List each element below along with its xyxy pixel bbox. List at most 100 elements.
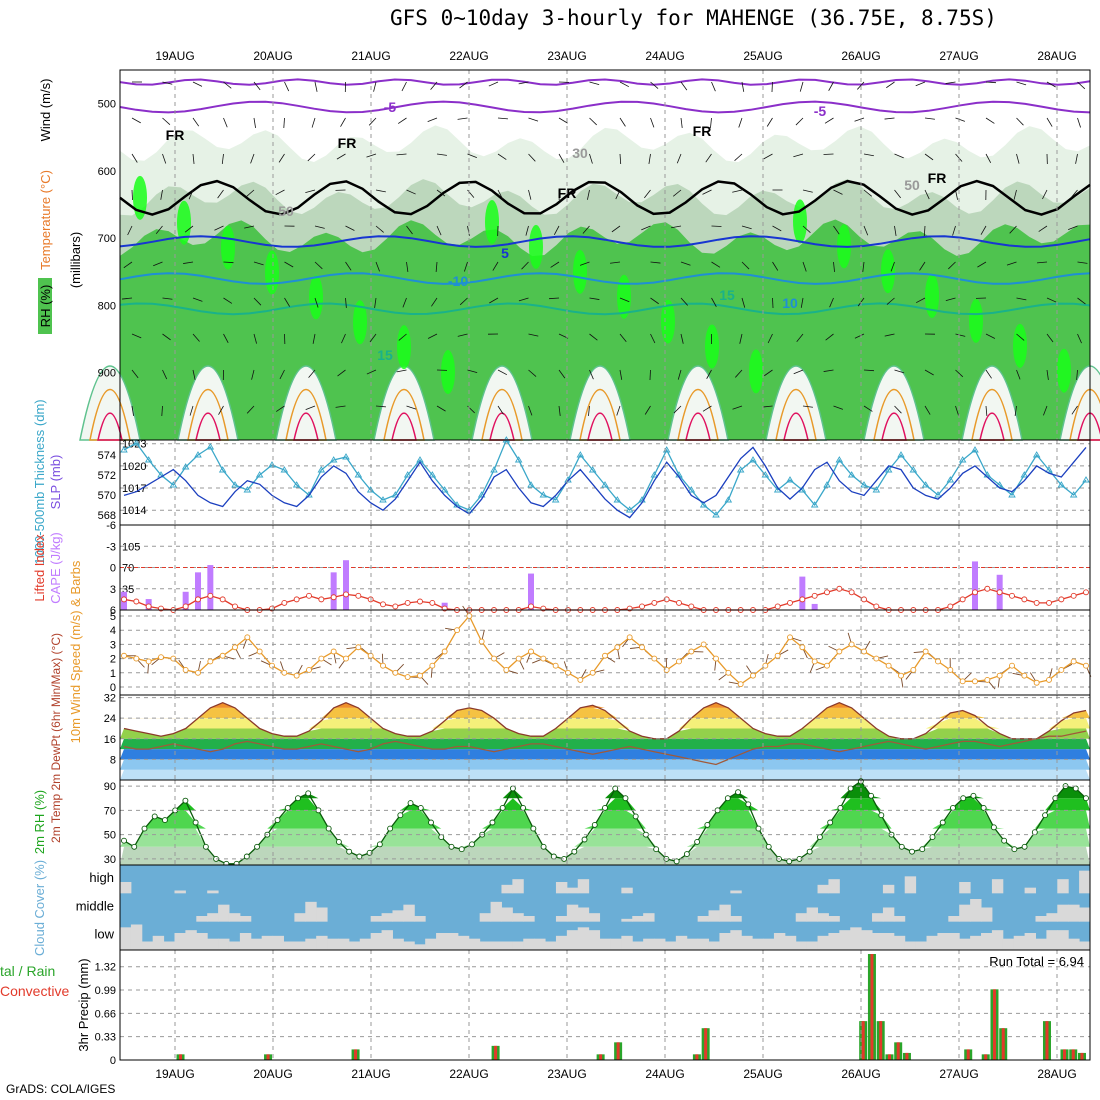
cloud-bar xyxy=(773,933,786,950)
rh2m-point xyxy=(499,804,506,811)
wind-barb xyxy=(767,333,773,344)
cloud-bar xyxy=(730,916,742,922)
cloud-bar xyxy=(381,913,393,922)
precip-conv-bar xyxy=(1062,1049,1066,1060)
cloud-bar xyxy=(174,933,186,950)
precip-conv-bar xyxy=(966,1049,970,1060)
wind-speed-point xyxy=(589,669,596,676)
wind-barb xyxy=(253,117,256,128)
cloud-bar xyxy=(566,930,579,950)
wind-barb xyxy=(251,369,255,380)
wind-speed-point xyxy=(614,644,621,651)
wind-barb xyxy=(305,189,316,193)
cape-bar xyxy=(330,572,337,610)
cloud-bar xyxy=(708,941,720,950)
cloud-bar xyxy=(904,876,917,894)
li-point xyxy=(824,589,830,596)
cloud-bar xyxy=(185,930,197,950)
wind-barb xyxy=(223,261,234,264)
wind-barb xyxy=(311,117,316,128)
rh2m-point xyxy=(469,841,475,848)
temp-contour xyxy=(119,78,1091,86)
temp-band xyxy=(120,769,1090,780)
cloud-bar xyxy=(719,904,731,922)
cloud-bar xyxy=(882,933,895,950)
li-point xyxy=(1033,599,1040,606)
wind-speed-point xyxy=(1009,662,1015,669)
cloud-bar xyxy=(621,918,633,922)
wind-barb xyxy=(218,405,224,415)
temp2m-label: 2m Temp 2m DewPt (6hr Min/Max) (°C) xyxy=(49,633,63,843)
wind-barb xyxy=(649,369,651,381)
wind-barb xyxy=(1077,81,1086,90)
rh2m-point xyxy=(1001,837,1008,844)
wind-barb xyxy=(131,405,134,416)
wind-barb xyxy=(741,261,750,270)
cloud-bar xyxy=(588,930,601,950)
cloud-bar xyxy=(294,913,306,922)
temp-band xyxy=(120,728,1090,739)
thickness-point xyxy=(601,481,609,488)
wind-barb xyxy=(492,261,499,271)
cloud-bar xyxy=(196,933,208,950)
wind10-label: 10m Wind Speed (m/s) & Barbs xyxy=(68,560,83,743)
cloud-bar xyxy=(414,916,426,922)
wind-speed-point xyxy=(491,655,497,662)
rh2m-point xyxy=(254,843,260,850)
cloud-bar xyxy=(1046,913,1058,922)
thickness-point xyxy=(934,491,942,498)
thickness-point xyxy=(687,486,696,493)
wind-barb xyxy=(985,81,997,84)
wind-barb xyxy=(702,189,712,195)
rh2m-point xyxy=(642,831,649,838)
thickness-point xyxy=(120,446,128,453)
thickness-tick: 568 xyxy=(98,510,116,522)
wind-barb xyxy=(680,261,691,266)
wind-barb xyxy=(945,297,956,301)
rh2m-point xyxy=(929,834,936,841)
wind-speed-point xyxy=(824,662,830,669)
temp-contour xyxy=(195,412,221,441)
cloud-bar xyxy=(207,913,219,922)
rh2m-point xyxy=(428,819,434,826)
cloud-level-label: middle xyxy=(76,898,114,913)
rh2m-point xyxy=(284,804,291,811)
li-point xyxy=(1009,592,1015,599)
wind-barb xyxy=(308,369,316,378)
wind-barb xyxy=(894,153,904,159)
wind-barb xyxy=(1077,333,1082,344)
cloud-bar xyxy=(305,901,317,922)
cloud-bar xyxy=(1024,933,1037,950)
precip-conv-bar xyxy=(1071,1049,1075,1060)
cloud-bar xyxy=(872,933,884,950)
rh-high-blob xyxy=(397,325,411,370)
wind-speed-point xyxy=(688,648,695,655)
dewpt-line xyxy=(123,730,1087,766)
wind-barb xyxy=(283,117,285,129)
precip-tick: 0.99 xyxy=(95,985,116,997)
wind-speed-point xyxy=(935,658,941,665)
slp-label: SLP (mb) xyxy=(48,455,63,510)
thickness-point xyxy=(1057,481,1066,488)
rh-band xyxy=(120,828,1090,847)
wind-barb xyxy=(314,81,318,92)
wind-tick: 0 xyxy=(110,682,116,694)
precip-conv-bar xyxy=(494,1045,498,1060)
rh2m-point xyxy=(673,858,680,865)
thickness-point xyxy=(576,451,585,458)
wind-barb xyxy=(894,369,905,374)
wind-barb xyxy=(345,225,355,231)
cloud-bar xyxy=(446,933,459,950)
date-label-bottom: 25AUG xyxy=(743,1067,782,1081)
precip-tick: 1.32 xyxy=(95,962,116,974)
wind-barb xyxy=(857,81,865,90)
contour-label: 15 xyxy=(377,347,393,363)
wind-barb xyxy=(616,405,621,416)
thickness-point xyxy=(391,491,400,498)
rh2m-point xyxy=(878,812,885,819)
rh2m-point xyxy=(376,841,383,848)
wind-barb xyxy=(436,153,447,156)
wind-barb xyxy=(548,297,560,300)
wind-speed-point xyxy=(959,678,966,685)
wind-barb xyxy=(582,225,590,234)
